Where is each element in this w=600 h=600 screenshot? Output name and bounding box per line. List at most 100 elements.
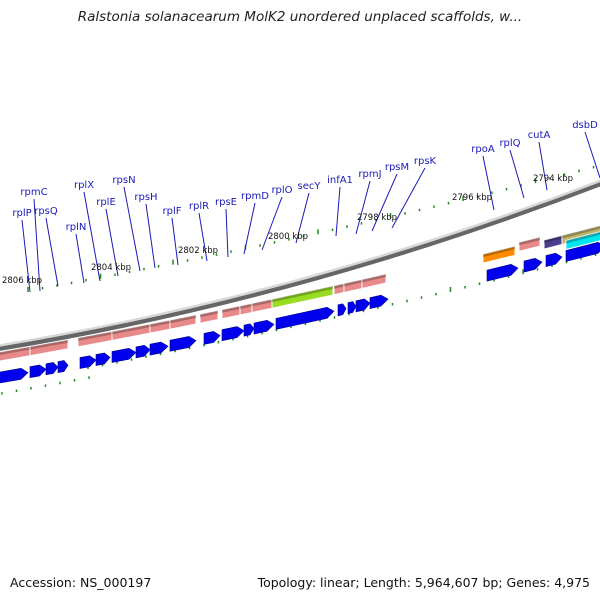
cds-arrow — [203, 331, 221, 345]
rna-feature-track — [0, 225, 600, 362]
rna-bar-pink-shade — [200, 310, 218, 318]
gene-label: rpsK — [414, 156, 437, 167]
gene-label: rplO — [271, 185, 292, 196]
rna-bar-pink — [29, 339, 69, 357]
leader-line — [33, 198, 41, 292]
cds-arrow — [565, 241, 600, 262]
rna-bar-cyan — [565, 231, 600, 251]
cds-arrow — [369, 294, 389, 310]
kbp-label: 2796 kbp — [452, 193, 492, 203]
rna-bar-pink — [361, 273, 387, 290]
cds-arrow — [243, 323, 255, 337]
leader-line — [75, 233, 85, 284]
rna-bar-pink-shade — [344, 279, 362, 287]
cds-arrow — [523, 258, 543, 273]
gene-label: rpmC — [20, 187, 47, 198]
gene-label: cutA — [528, 130, 551, 141]
gene-label: rpoA — [471, 144, 495, 155]
cds-arrow — [347, 301, 357, 314]
cds-feature-track — [0, 241, 600, 384]
leader-line — [335, 186, 341, 237]
leader-line — [355, 180, 371, 235]
rna-bar-green-shade — [272, 285, 333, 303]
gene-label: rpsE — [215, 197, 237, 208]
gene-label: rpsN — [112, 175, 135, 186]
gene-label: rpsM — [385, 162, 409, 173]
rna-bar-pink-shade — [30, 339, 68, 350]
leader-line — [198, 212, 208, 262]
rna-bar-pink-shade — [362, 274, 386, 283]
cds-arrow — [253, 319, 275, 335]
rna-bar-orange-shade — [483, 246, 515, 258]
rna-bar-pink-shade — [334, 283, 344, 289]
rna-bar-pink-shade — [519, 237, 540, 246]
accession-text: Accession: NS_000197 — [10, 575, 152, 590]
leader-line — [243, 202, 256, 255]
cds-arrow — [169, 336, 197, 352]
leader-line — [584, 131, 600, 179]
cds-arrow — [545, 252, 563, 267]
rna-bar-orange — [482, 245, 516, 264]
rna-bar-pink-shade — [222, 305, 240, 313]
coordinate-label-layer: 2806 kbp 2804 kbp 2802 kbp 2800 kbp 2798 kbp… — [2, 174, 573, 286]
cds-arrow — [95, 352, 111, 366]
cds-arrow — [486, 263, 519, 282]
kbp-label: 2806 kbp — [2, 276, 42, 286]
cds-arrow — [355, 298, 371, 313]
cds-arrow — [221, 326, 245, 342]
cds-arrow — [135, 344, 151, 359]
gene-label: dsbD — [572, 120, 598, 131]
rna-bar-pink — [199, 309, 219, 324]
cds-arrow — [275, 306, 335, 330]
rna-bar-pink-shade — [150, 320, 170, 328]
leader-line — [45, 217, 59, 287]
cds-arrow — [57, 360, 69, 373]
kbp-label: 2802 kbp — [178, 246, 218, 256]
cds-arrow — [111, 347, 137, 363]
leader-line — [105, 208, 119, 277]
gene-label: rplE — [96, 197, 116, 208]
gene-label: rplP — [12, 208, 31, 219]
leader-line — [509, 149, 525, 199]
leader-line — [261, 196, 283, 251]
rna-bar-pink-shade — [78, 331, 112, 341]
genome-axis — [0, 179, 600, 347]
cds-arrow — [149, 341, 169, 356]
gene-label: secY — [298, 181, 322, 192]
leader-line — [123, 186, 141, 272]
leader-line — [391, 167, 426, 229]
cds-arrow — [79, 355, 97, 369]
rna-bar-pink-shade — [112, 324, 150, 335]
cds-arrow — [0, 367, 29, 384]
kbp-label: 2798 kbp — [357, 213, 397, 223]
gene-label: rplR — [189, 201, 209, 212]
gene-label: rplQ — [499, 138, 520, 149]
rna-bar-purple-shade — [544, 235, 562, 244]
leader-line — [21, 219, 31, 293]
kbp-label: 2804 kbp — [91, 263, 131, 273]
rna-bar-pink-shade — [0, 346, 30, 355]
leader-line — [538, 141, 548, 191]
rna-bar-pink-shade — [252, 299, 272, 307]
gene-label: infA1 — [327, 175, 353, 186]
label-leader-lines — [21, 131, 600, 293]
gene-label: rpmJ — [358, 169, 381, 180]
cds-arrow — [337, 303, 347, 317]
gene-label-layer: rpmC rplP rpsQ rplX rplN rplE rpsN rpsH rplF rplR… — [12, 120, 598, 233]
kbp-label: 2794 kbp — [533, 174, 573, 184]
gene-label: rpsQ — [34, 206, 58, 217]
rna-bar-pink — [169, 314, 197, 330]
rna-bar-tan-shade — [562, 225, 600, 239]
genome-axis-shadow — [0, 181, 600, 351]
gene-label: rplF — [163, 206, 182, 217]
rna-bar-green — [271, 285, 334, 309]
leader-line — [145, 203, 156, 269]
gene-label: rplX — [74, 180, 94, 191]
cds-arrow — [29, 364, 47, 379]
leader-line — [83, 191, 101, 282]
rna-bar-pink-shade — [170, 315, 196, 324]
kbp-label: 2800 kbp — [268, 232, 308, 242]
leader-line — [225, 208, 229, 258]
